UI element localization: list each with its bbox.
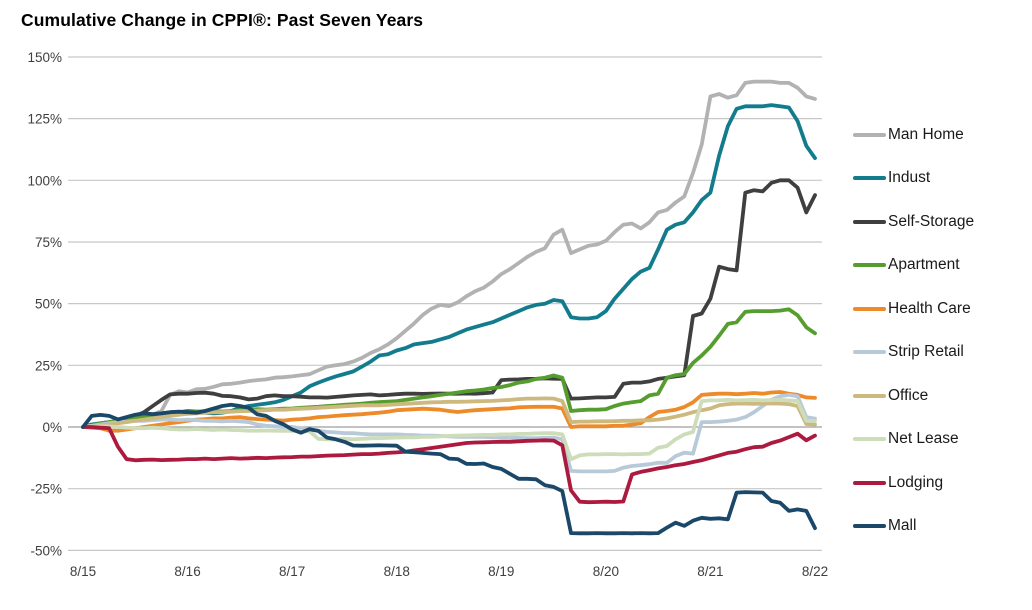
legend-swatch-mall [853,524,886,529]
x-tick-label-8/22: 8/22 [802,564,828,579]
legend-label-mall: Mall [888,517,917,535]
legend-item-office: Office [853,374,1028,418]
legend-label-office: Office [888,386,929,404]
legend-swatch-net-lease [853,437,886,442]
legend-label-indust: Indust [888,169,931,187]
series-line-man-home [81,79,817,429]
y-tick-label: 25% [35,358,62,373]
x-tick-label-8/18: 8/18 [384,564,410,579]
chart-title: Cumulative Change in CPPI®: Past Seven Y… [21,10,424,30]
legend-item-apartment: Apartment [853,244,1028,288]
legend-label-lodging: Lodging [888,473,944,491]
legend-swatch-man-home [853,132,886,137]
x-tick-label-8/16: 8/16 [174,564,200,579]
x-tick-label-8/21: 8/21 [697,564,723,579]
y-tick-label: 50% [35,297,62,312]
legend-swatch-lodging [853,480,886,485]
y-tick-label: 75% [35,235,62,250]
legend-label-net-lease: Net Lease [888,430,959,448]
legend-item-self-storage: Self-Storage [853,200,1028,244]
series-line-indust [81,103,817,429]
legend-item-strip-retail: Strip Retail [853,331,1028,375]
series-line-lodging [81,425,817,505]
series-line-net-lease [81,397,817,462]
legend-swatch-apartment [853,263,886,268]
legend-label-strip-retail: Strip Retail [888,343,964,361]
legend-label-man-home: Man Home [888,125,964,143]
chart-legend: Man Home Indust Self-Storage Apartment Healt… [853,113,1028,548]
y-tick-label: 100% [27,173,62,188]
legend-swatch-office [853,393,886,398]
legend-label-apartment: Apartment [888,256,960,274]
legend-item-indust: Indust [853,157,1028,201]
legend-swatch-health-care [853,306,886,311]
x-tick-label-8/15: 8/15 [70,564,96,579]
x-tick-label-8/19: 8/19 [488,564,514,579]
legend-swatch-indust [853,176,886,181]
series-line-mall [81,402,817,536]
y-tick-label: 150% [27,50,62,65]
legend-item-health-care: Health Care [853,287,1028,331]
legend-label-health-care: Health Care [888,299,971,317]
y-tick-label: -50% [30,543,62,558]
y-tick-label: 0% [42,420,62,435]
x-tick-label-8/17: 8/17 [279,564,305,579]
legend-label-self-storage: Self-Storage [888,212,975,230]
legend-item-lodging: Lodging [853,461,1028,505]
y-tick-label: -25% [30,482,62,497]
legend-item-man-home: Man Home [853,113,1028,157]
x-tick-label-8/20: 8/20 [593,564,619,579]
legend-item-net-lease: Net Lease [853,418,1028,462]
y-tick-label: 125% [27,112,62,127]
legend-swatch-self-storage [853,219,886,224]
legend-swatch-strip-retail [853,350,886,355]
legend-item-mall: Mall [853,505,1028,549]
